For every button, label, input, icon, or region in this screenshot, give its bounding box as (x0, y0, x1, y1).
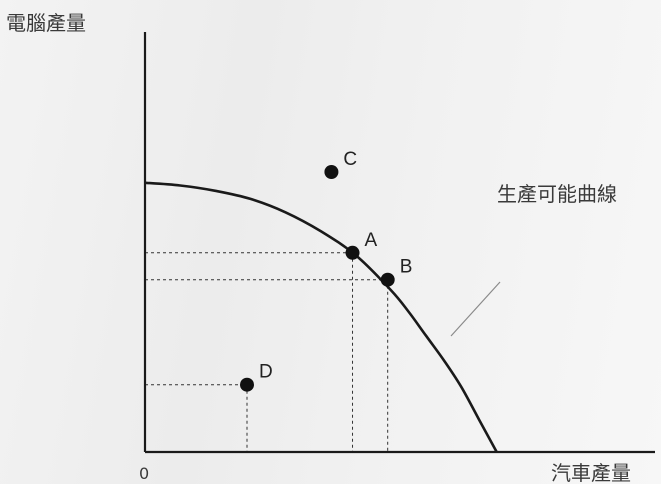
point-label-a: A (365, 230, 378, 251)
guide-lines (145, 253, 388, 452)
curve-label-leader (451, 282, 500, 336)
point-label-c: C (343, 149, 357, 170)
point-label-d: D (259, 362, 273, 383)
origin-label: 0 (139, 464, 149, 483)
point-b (381, 273, 395, 287)
points: A B C D (240, 149, 412, 392)
point-label-b: B (400, 257, 413, 278)
point-a (346, 246, 360, 260)
production-possibility-curve (145, 183, 497, 452)
curve-label: 生產可能曲線 (497, 182, 617, 206)
point-d (240, 378, 254, 392)
point-c (324, 165, 338, 179)
x-axis-label: 汽車產量 (551, 461, 631, 484)
y-axis-label: 電腦產量 (6, 11, 86, 35)
